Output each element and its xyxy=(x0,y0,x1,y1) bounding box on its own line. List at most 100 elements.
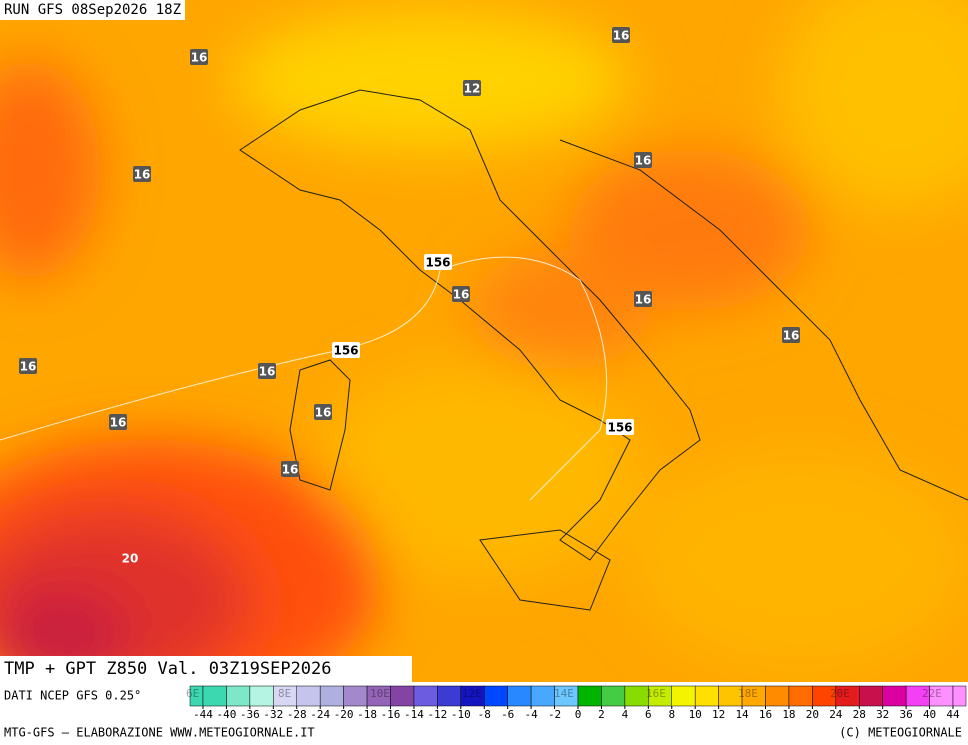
colorbar-label: 10 xyxy=(689,708,702,721)
temperature-label: 16 xyxy=(783,329,800,343)
label-box xyxy=(424,254,452,270)
longitude-label: 10E xyxy=(370,687,390,700)
colorbar-label: -6 xyxy=(501,708,514,721)
colorbar-label: -36 xyxy=(240,708,260,721)
colorbar-label: 14 xyxy=(735,708,749,721)
temperature-label: 16 xyxy=(110,416,127,430)
colorbar-label: -14 xyxy=(404,708,424,721)
temperature-label: 16 xyxy=(191,51,208,65)
colorbar-swatch xyxy=(319,685,344,707)
data-source: DATI NCEP GFS 0.25° xyxy=(4,689,141,703)
colorbar-label: 2 xyxy=(598,708,605,721)
colorbar-swatch xyxy=(249,685,274,707)
temperature-label: 16 xyxy=(613,29,630,43)
colorbar-swatch xyxy=(530,685,555,707)
longitude-label: 14E xyxy=(554,687,574,700)
label-box xyxy=(109,414,127,430)
colorbar-label: -40 xyxy=(217,708,237,721)
colorbar-swatch xyxy=(601,685,626,707)
temperature-label: 16 xyxy=(453,288,470,302)
colorbar-swatch xyxy=(694,685,719,707)
colorbar-swatch xyxy=(788,685,813,707)
temperature-label: 16 xyxy=(259,365,276,379)
label-box xyxy=(190,49,208,65)
colorbar-label: -4 xyxy=(525,708,539,721)
label-box xyxy=(452,286,470,302)
longitude-label: 12E xyxy=(462,687,482,700)
run-box xyxy=(0,0,186,20)
label-box xyxy=(606,419,634,435)
colorbar-swatch xyxy=(390,685,415,707)
colorbar-label: 12 xyxy=(712,708,725,721)
label-box xyxy=(782,327,800,343)
colorbar-swatch xyxy=(226,685,251,707)
colorbar-label: 36 xyxy=(900,708,913,721)
colorbar-label: -18 xyxy=(357,708,377,721)
colorbar-label: -12 xyxy=(427,708,447,721)
longitude-label: 6E xyxy=(186,687,199,700)
longitude-label: 20E xyxy=(830,687,850,700)
colorbar-swatch xyxy=(484,685,508,707)
longitude-label: 16E xyxy=(646,687,666,700)
label-box xyxy=(612,27,630,43)
temperature-label: 16 xyxy=(282,463,299,477)
label-box xyxy=(19,358,37,374)
label-box xyxy=(634,291,652,307)
longitude-label: 18E xyxy=(738,687,758,700)
label-box xyxy=(332,342,360,358)
longitude-label: 22E xyxy=(922,687,942,700)
longitude-label: 8E xyxy=(278,687,291,700)
temperature-label: 16 xyxy=(635,154,652,168)
colorbar-swatch xyxy=(671,685,696,707)
colorbar-label: -44 xyxy=(193,708,213,721)
geopotential-label: 156 xyxy=(425,256,450,270)
colorbar-label: -8 xyxy=(478,708,491,721)
label-box xyxy=(133,166,151,182)
colorbar-label: 6 xyxy=(645,708,652,721)
colorbar-label: -32 xyxy=(263,708,283,721)
credit: MTG-GFS – ELABORAZIONE WWW.METEOGIORNALE… xyxy=(4,726,315,740)
colorbar-swatch xyxy=(859,685,883,707)
colorbar-label: 8 xyxy=(668,708,675,721)
colorbar-label: 32 xyxy=(876,708,889,721)
temperature-label: 20 xyxy=(122,552,139,566)
label-box xyxy=(463,80,481,96)
colorbar-label: 24 xyxy=(829,708,843,721)
colorbar-swatch xyxy=(202,685,227,707)
colorbar-swatch xyxy=(296,685,321,707)
label-box xyxy=(314,404,332,420)
temperature-field xyxy=(0,0,968,682)
colorbar-swatch xyxy=(624,685,649,707)
temperature-label: 12 xyxy=(464,82,481,96)
colorbar-swatch xyxy=(765,685,790,707)
colorbar-swatch xyxy=(343,685,368,707)
geopotential-label: 156 xyxy=(333,344,358,358)
label-box xyxy=(258,363,276,379)
colorbar-label: 20 xyxy=(806,708,819,721)
colorbar-label: 44 xyxy=(946,708,960,721)
temperature-label: 16 xyxy=(134,168,151,182)
copyright: (C) METEOGIORNALE xyxy=(839,726,962,740)
colorbar-label: -2 xyxy=(548,708,561,721)
product-title: TMP + GPT Z850 Val. 03Z19SEP2026 xyxy=(4,659,332,679)
geopotential-label: 156 xyxy=(607,421,632,435)
colorbar-swatch xyxy=(577,685,602,707)
colorbar-label: 18 xyxy=(782,708,795,721)
colorbar-label: -10 xyxy=(451,708,471,721)
colorbar-swatch xyxy=(437,685,462,707)
colorbar-label: 16 xyxy=(759,708,772,721)
colorbar-swatch xyxy=(413,685,438,707)
colorbar-label: 0 xyxy=(575,708,582,721)
temperature-label: 16 xyxy=(20,360,37,374)
colorbar-end xyxy=(952,685,967,707)
colorbar-label: -16 xyxy=(381,708,401,721)
label-box xyxy=(281,461,299,477)
colorbar-label: -24 xyxy=(310,708,330,721)
colorbar-swatch xyxy=(882,685,907,707)
colorbar-swatch xyxy=(507,685,532,707)
colorbar-label: -28 xyxy=(287,708,307,721)
label-box xyxy=(634,152,652,168)
run-label: RUN GFS 08Sep2026 18Z xyxy=(4,2,181,18)
